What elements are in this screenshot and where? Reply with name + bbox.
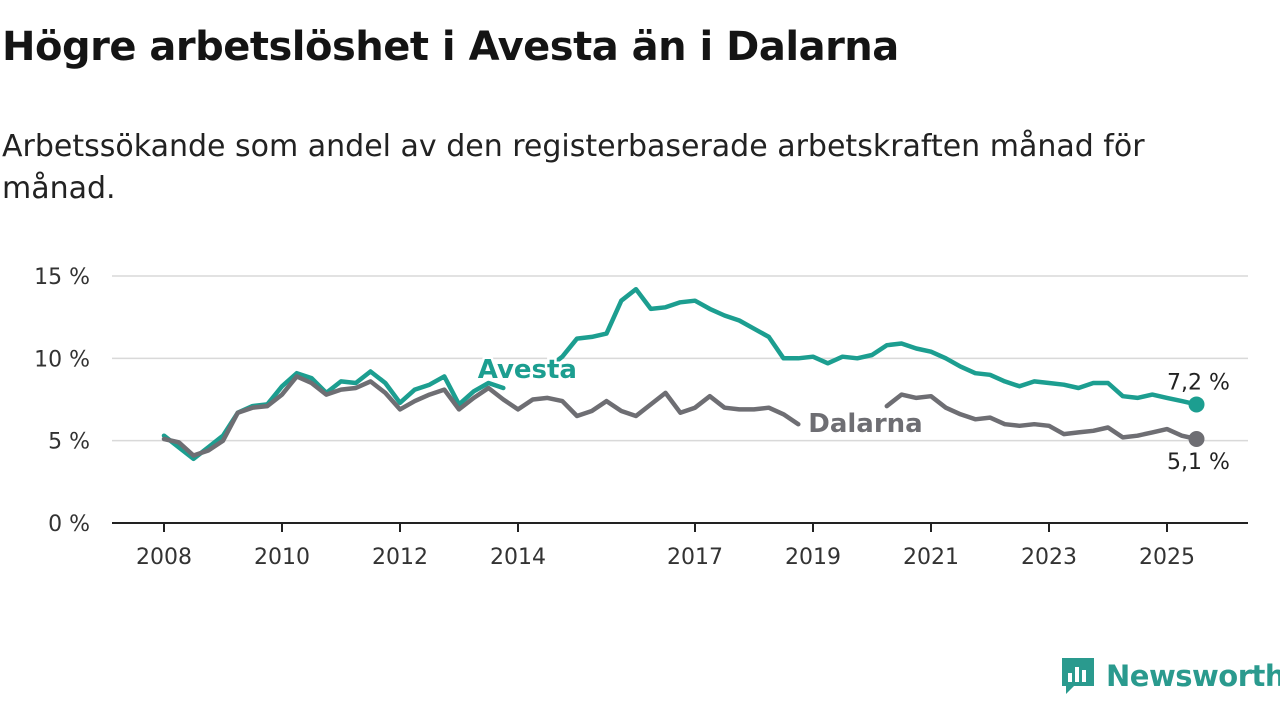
line-chart: 0 %5 %10 %15 % 2008 2010 2012 2014 2017 2019 2…: [34, 265, 1248, 570]
series-line-dalarna: [161, 374, 801, 458]
brand-name: Newsworthy: [1106, 659, 1280, 693]
y-tick-label: 10 %: [34, 347, 90, 372]
bar-chart-speech-bubble-icon: [1062, 658, 1094, 694]
gridlines: [112, 275, 1248, 524]
y-tick-label: 0 %: [48, 512, 90, 537]
x-tick-label: 2010: [254, 545, 310, 570]
chart-subtitle: Arbetssökande som andel av den registerb…: [2, 129, 1145, 206]
x-tick-label: 2019: [785, 545, 841, 570]
x-tick-label: 2023: [1021, 545, 1077, 570]
y-tick-label: 5 %: [48, 430, 90, 455]
x-tick-label: 2021: [903, 545, 959, 570]
x-axis-ticks: 2008 2010 2012 2014 2017 2019 2021 2023 2025: [136, 523, 1195, 570]
series-line-dalarna: [884, 392, 1199, 442]
chart-title: Högre arbetslöshet i Avesta än i Dalarna: [2, 24, 899, 70]
x-tick-label: 2025: [1139, 545, 1195, 570]
newsworthy-logo: Newsworthy: [1060, 654, 1280, 698]
series-line-avesta: [545, 286, 1199, 407]
series-label-dalarna: Dalarna: [808, 409, 922, 439]
series-label-avesta: Avesta: [478, 355, 577, 385]
x-tick-label: 2014: [490, 545, 546, 570]
end-label-dalarna: 5,1 %: [1167, 450, 1230, 475]
y-axis-ticks: 0 % 5 % 10 % 15 %: [34, 265, 90, 537]
series-line-avesta: [161, 369, 506, 462]
y-tick-label: 15 %: [34, 265, 90, 290]
series-lines: [161, 286, 1205, 462]
x-tick-label: 2012: [372, 545, 428, 570]
end-point-dalarna: [1188, 431, 1205, 448]
end-label-avesta: 7,2 %: [1167, 370, 1230, 395]
series-labels: 7,2 % Avesta 5,1 % Dalarna: [475, 353, 1230, 475]
x-tick-label: 2008: [136, 545, 192, 570]
end-point-avesta: [1188, 396, 1205, 413]
x-tick-label: 2017: [667, 545, 723, 570]
